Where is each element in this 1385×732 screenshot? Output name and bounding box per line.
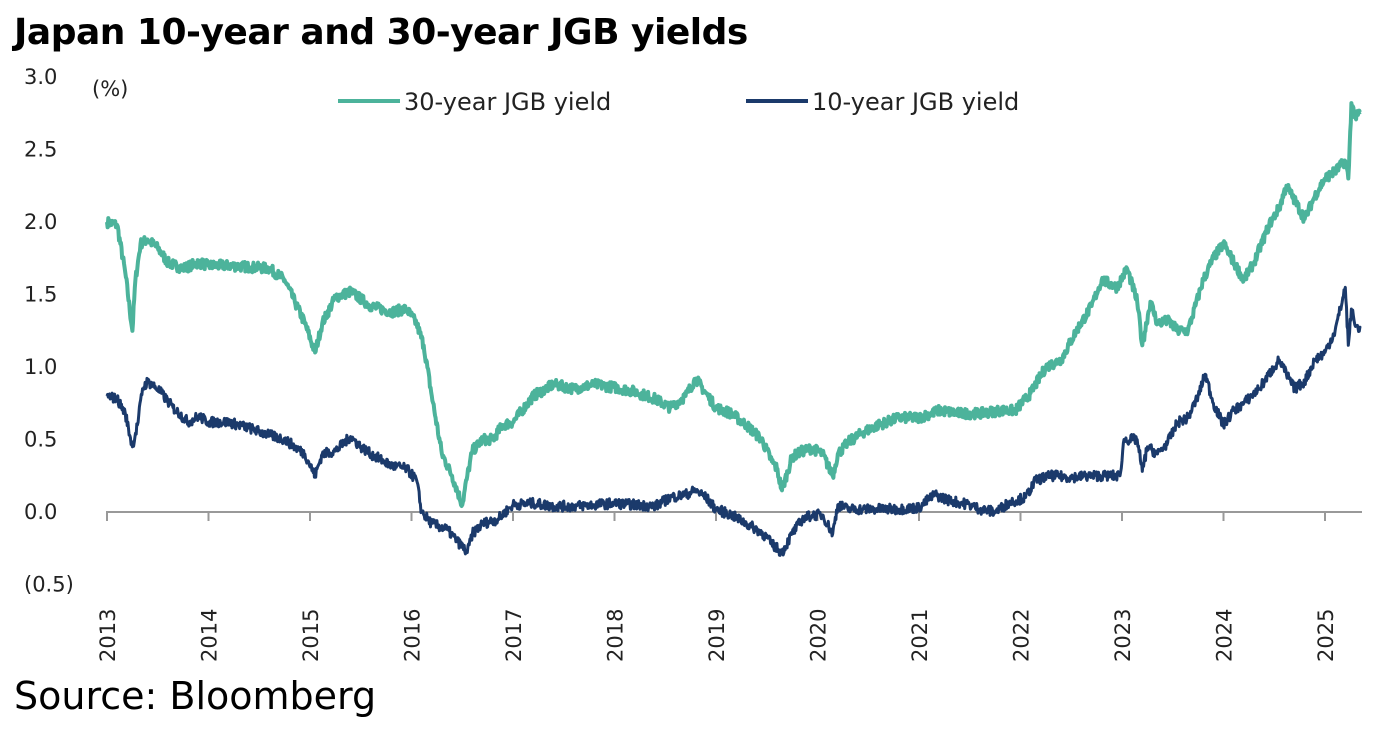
series-line-10y	[105, 285, 1362, 557]
x-tick-label: 2025	[1314, 609, 1338, 662]
x-tick-label: 2024	[1213, 609, 1237, 662]
y-tick-label: 3.0	[24, 65, 57, 89]
chart-title: Japan 10-year and 30-year JGB yields	[14, 12, 748, 53]
x-tick-label: 2023	[1111, 609, 1135, 662]
legend-label-30y: 30-year JGB yield	[404, 88, 611, 116]
x-tick-label: 2022	[1010, 609, 1034, 662]
x-tick-label: 2018	[604, 609, 628, 662]
x-tick-label: 2016	[401, 609, 425, 662]
source-note: Source: Bloomberg	[14, 674, 377, 718]
series-line-30y	[105, 101, 1362, 508]
y-tick-label: 0.5	[24, 428, 57, 452]
x-tick-label: 2013	[96, 609, 120, 662]
y-axis-unit: (%)	[92, 77, 128, 101]
y-tick-label: 2.5	[24, 138, 57, 162]
y-tick-label: 1.5	[24, 283, 57, 307]
y-tick-label: 2.0	[24, 210, 57, 234]
x-tick-label: 2019	[705, 609, 729, 662]
x-tick-label: 2020	[807, 609, 831, 662]
x-tick-label: 2014	[198, 609, 222, 662]
x-tick-label: 2017	[502, 609, 526, 662]
y-tick-label: 1.0	[24, 355, 57, 379]
x-tick-label: 2021	[908, 609, 932, 662]
x-tick-label: 2015	[299, 609, 323, 662]
legend-label-10y: 10-year JGB yield	[812, 88, 1019, 116]
y-tick-label: (0.5)	[24, 573, 74, 597]
y-tick-label: 0.0	[24, 500, 57, 524]
